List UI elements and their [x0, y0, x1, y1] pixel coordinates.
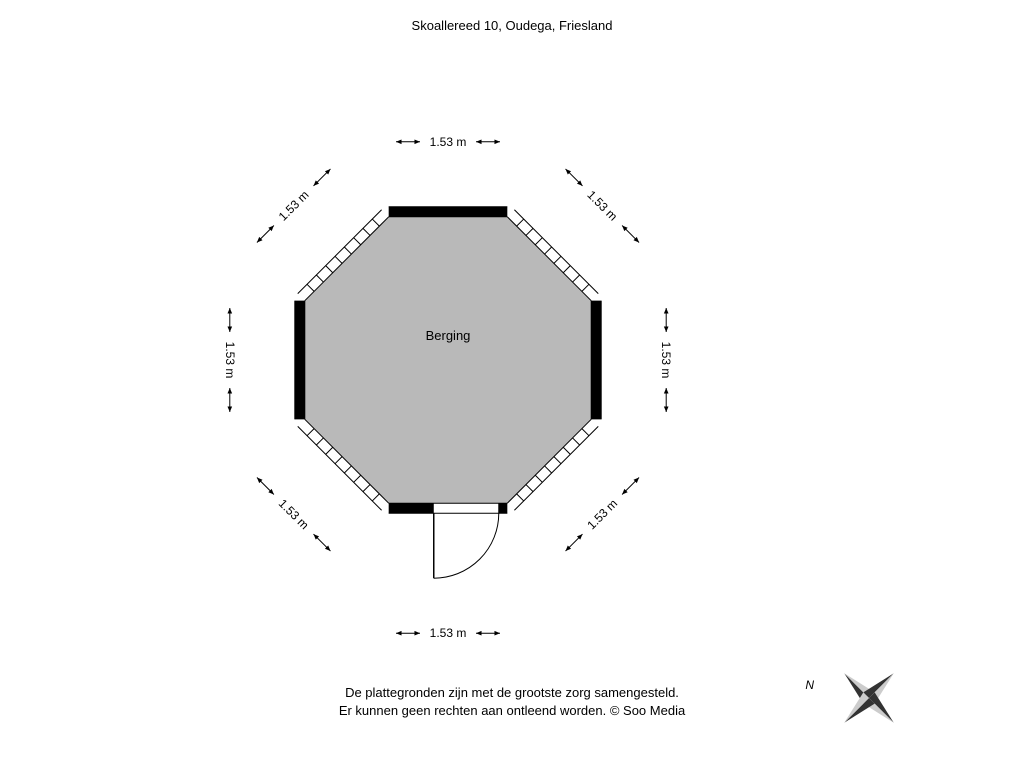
svg-text:1.53 m: 1.53 m [223, 342, 237, 379]
page-title: Skoallereed 10, Oudega, Friesland [0, 18, 1024, 33]
svg-text:1.53 m: 1.53 m [276, 188, 312, 224]
compass-north-label: N [805, 678, 814, 692]
svg-text:1.53 m: 1.53 m [659, 342, 673, 379]
svg-text:1.53 m: 1.53 m [430, 626, 467, 640]
svg-text:Berging: Berging [426, 328, 471, 343]
svg-text:1.53 m: 1.53 m [276, 496, 312, 532]
svg-text:1.53 m: 1.53 m [584, 188, 620, 224]
compass-rose-icon [814, 658, 914, 738]
floorplan-diagram: Berging 1.53 m 1.53 m 1.53 m 1.53 m 1.53 m 1.5… [0, 60, 1024, 660]
svg-text:1.53 m: 1.53 m [430, 135, 467, 149]
svg-text:1.53 m: 1.53 m [584, 496, 620, 532]
